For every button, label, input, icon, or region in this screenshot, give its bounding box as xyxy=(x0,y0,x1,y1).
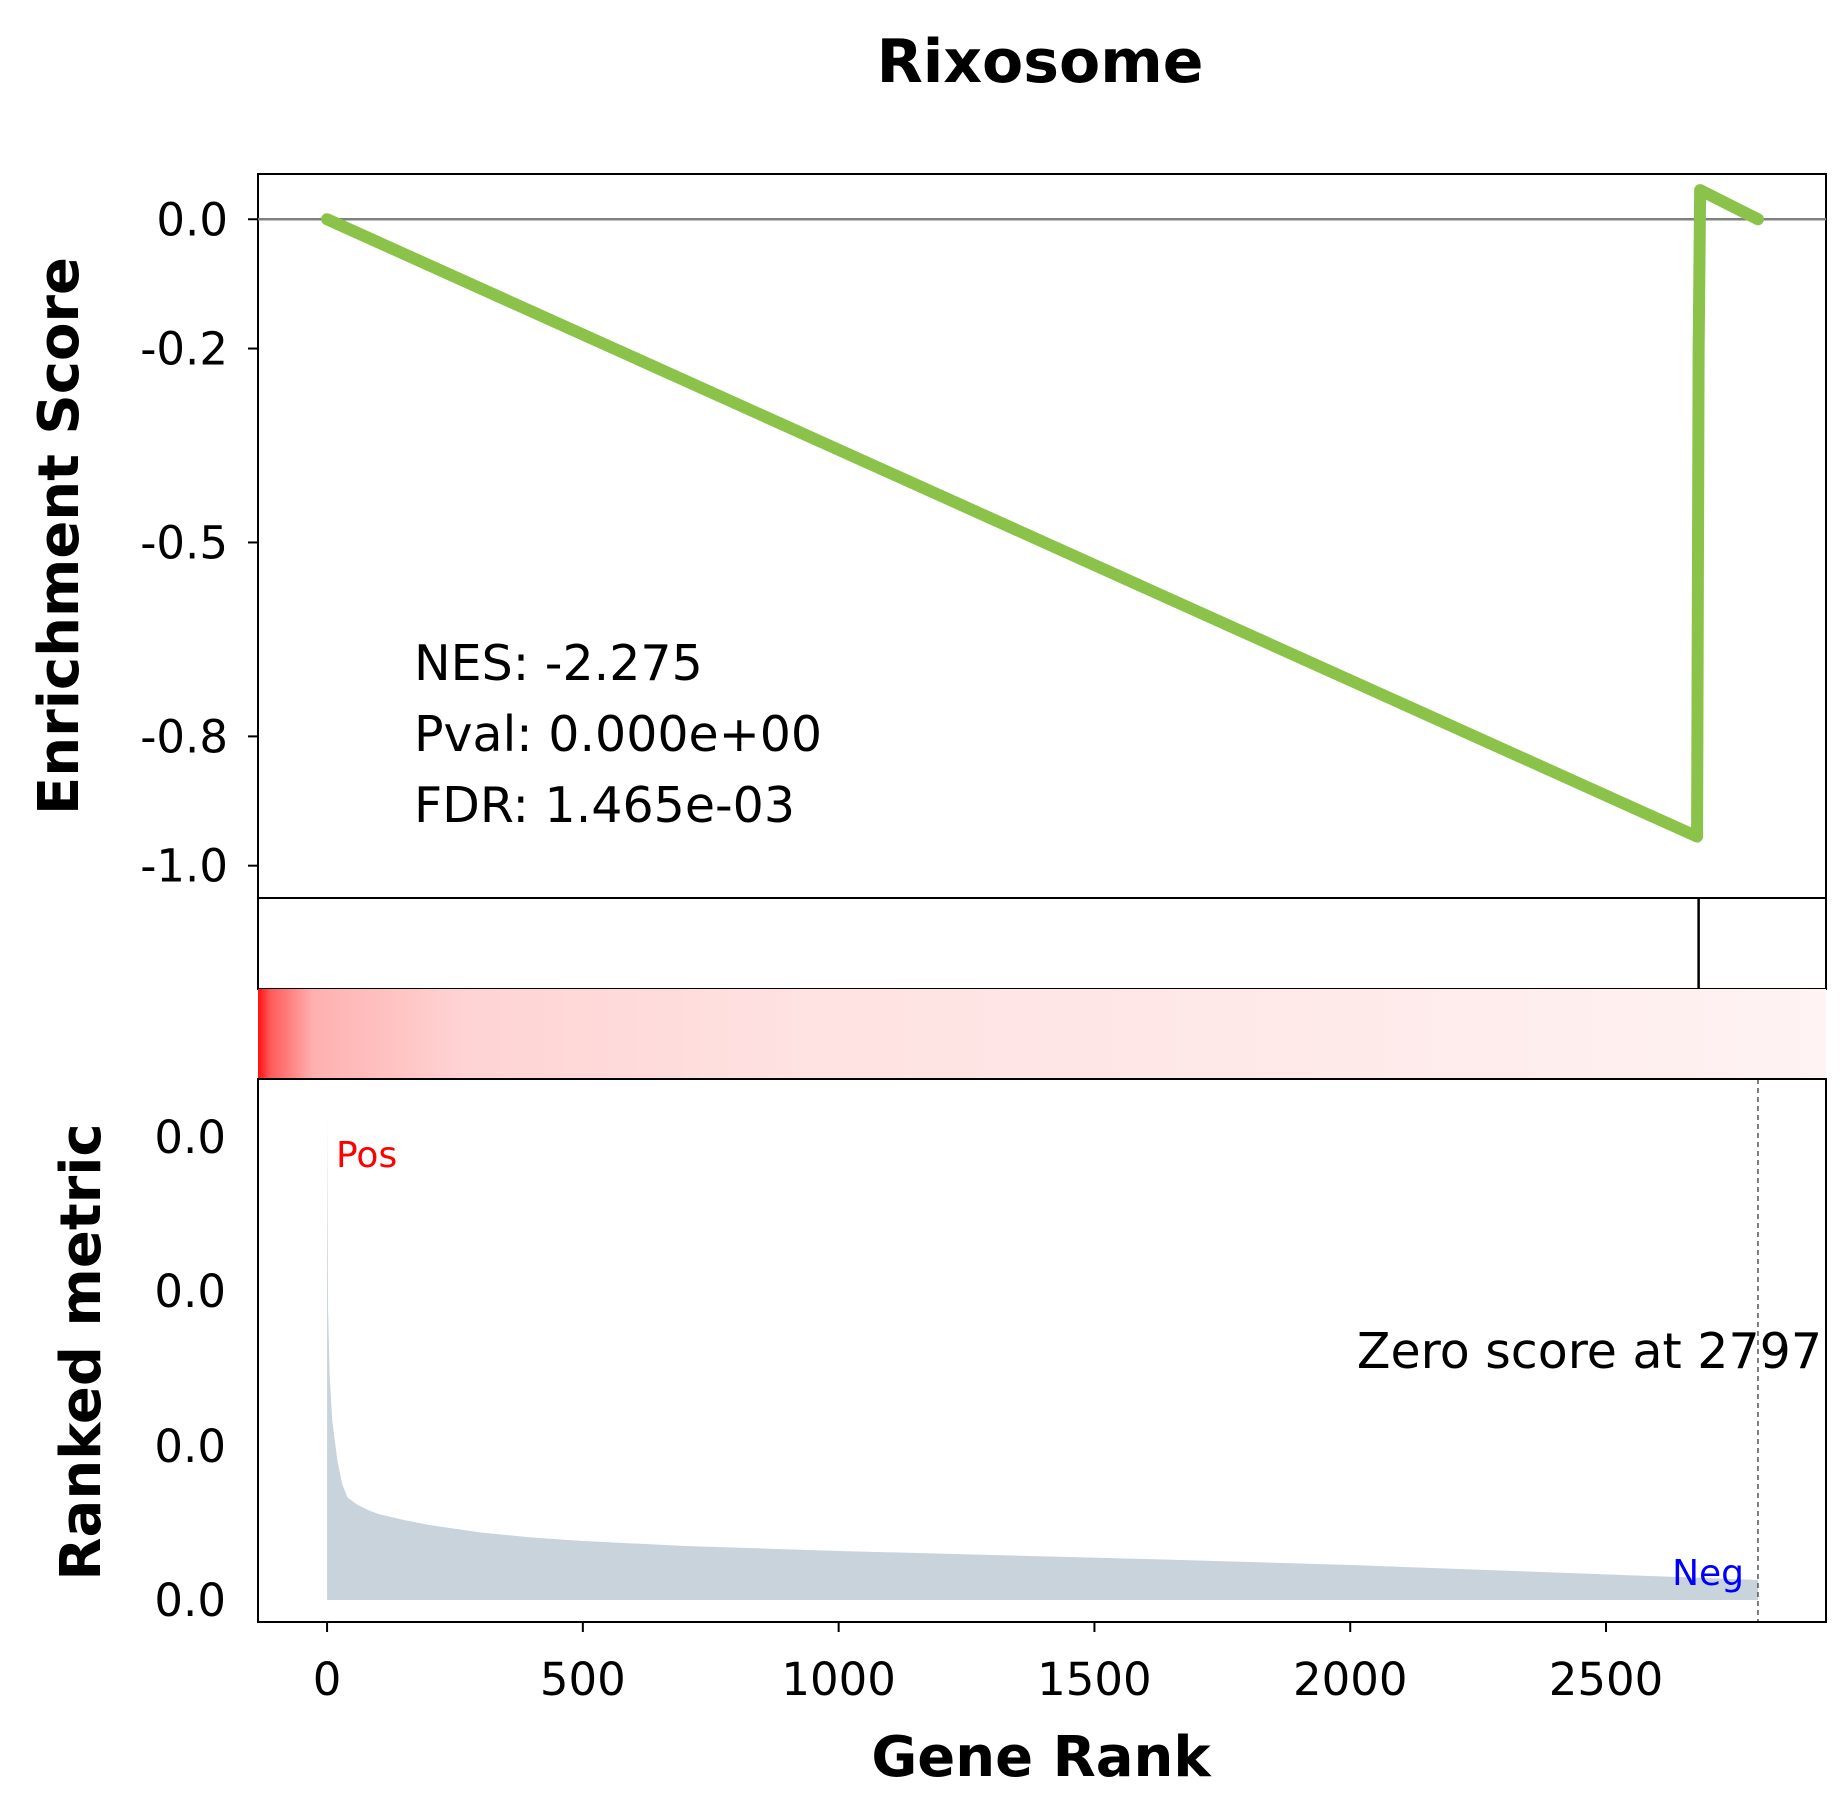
pval-text: Pval: 0.000e+00 xyxy=(414,706,822,763)
es-y-tick-label: -0.5 xyxy=(140,516,228,569)
rank-heatmap xyxy=(258,989,1826,1079)
x-tick-label: 2000 xyxy=(1293,1653,1408,1706)
hits-panel-frame xyxy=(257,897,1827,990)
fdr-text: FDR: 1.465e-03 xyxy=(414,777,795,834)
es-y-axis-label: Enrichment Score xyxy=(27,257,92,815)
zero-score-text: Zero score at 2797 xyxy=(1357,1323,1822,1380)
es-y-tick-label: 0.0 xyxy=(156,193,228,246)
x-ticks: 0 500 1000 1500 2000 2500 xyxy=(313,1622,1664,1706)
rank-y-tick: 0.0 xyxy=(154,1420,226,1473)
rank-y-tick: 0.0 xyxy=(154,1111,226,1164)
es-y-tick-label: -0.2 xyxy=(140,323,228,376)
pos-label: Pos xyxy=(336,1135,397,1176)
rank-panel-frame xyxy=(257,1078,1827,1623)
es-running-line xyxy=(321,184,1764,843)
rank-y-axis-label: Ranked metric xyxy=(49,1123,114,1580)
rank-y-tick: 0.0 xyxy=(154,1265,226,1318)
x-tick-label: 500 xyxy=(540,1653,626,1706)
es-y-tick-label: -0.8 xyxy=(140,710,228,763)
es-y-ticks: 0.0 -0.2 -0.5 -0.8 -1.0 xyxy=(140,193,258,893)
neg-label: Neg xyxy=(1672,1553,1744,1594)
x-tick-label: 0 xyxy=(313,1653,342,1706)
hits-panel xyxy=(257,897,1827,990)
rank-metric-area xyxy=(327,1115,1758,1600)
chart-title: Rixosome xyxy=(877,27,1204,97)
es-y-tick-label: -1.0 xyxy=(140,840,228,893)
rank-y-tick: 0.0 xyxy=(154,1574,226,1627)
x-axis-label: Gene Rank xyxy=(871,1725,1212,1790)
nes-text: NES: -2.275 xyxy=(414,635,703,692)
x-tick-label: 1000 xyxy=(781,1653,896,1706)
x-tick-label: 2500 xyxy=(1549,1653,1664,1706)
rank-panel: 0.0 0.0 0.0 0.0 Pos Neg Zero score at 27… xyxy=(49,1078,1827,1627)
x-tick-label: 1500 xyxy=(1037,1653,1152,1706)
es-panel: 0.0 -0.2 -0.5 -0.8 -1.0 NES: -2.275 Pval: 0.… xyxy=(27,173,1827,899)
